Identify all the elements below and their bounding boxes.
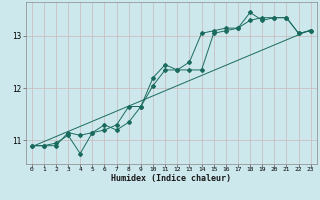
X-axis label: Humidex (Indice chaleur): Humidex (Indice chaleur) <box>111 174 231 183</box>
